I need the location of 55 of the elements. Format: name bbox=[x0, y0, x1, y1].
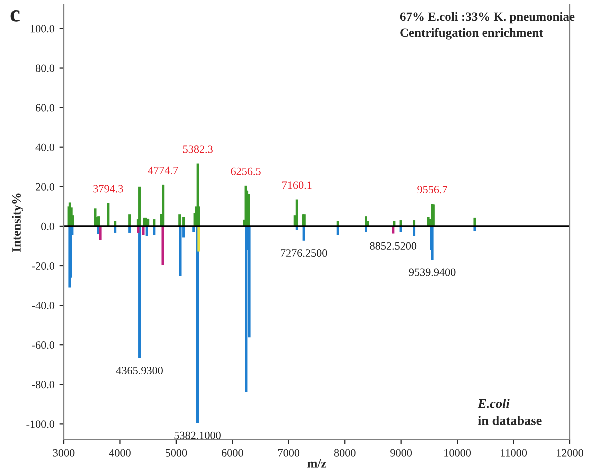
annotation: 9539.9400 bbox=[409, 268, 456, 276]
bar bbox=[431, 226, 434, 260]
y-tick-label: 20.0 bbox=[36, 183, 55, 191]
y-tick-label: -100.0 bbox=[26, 420, 55, 428]
bar bbox=[138, 186, 142, 226]
bar bbox=[128, 214, 132, 226]
bar bbox=[413, 226, 416, 236]
bar bbox=[198, 226, 200, 252]
y-tick-label: -20.0 bbox=[32, 262, 55, 270]
x-tick-label: 8000 bbox=[334, 449, 356, 457]
y-axis-title: Intensity% bbox=[12, 194, 24, 252]
y-tick-label: 80.0 bbox=[36, 64, 55, 72]
bar bbox=[162, 226, 164, 266]
bar bbox=[179, 226, 182, 276]
bar bbox=[138, 226, 142, 358]
y-tick-label: -80.0 bbox=[32, 381, 55, 389]
x-tick-label: 4000 bbox=[109, 449, 131, 457]
bar bbox=[99, 226, 102, 240]
x-tick-label: 11000 bbox=[501, 449, 528, 457]
y-tick-label: -60.0 bbox=[32, 342, 55, 350]
x-tick-label: 12000 bbox=[557, 449, 584, 457]
y-tick-label: -40.0 bbox=[32, 302, 55, 310]
y-tick-label: 0.0 bbox=[42, 222, 55, 230]
x-tick-label: 7000 bbox=[278, 449, 300, 457]
annotation: 5382.1000 bbox=[174, 432, 221, 440]
bar bbox=[178, 214, 182, 226]
annotation: 7276.2500 bbox=[281, 250, 328, 258]
bar bbox=[302, 226, 306, 241]
annotation: 9556.7 bbox=[418, 186, 448, 194]
annotation: 5382.3 bbox=[183, 146, 213, 154]
annotation: Centrifugation enrichment bbox=[400, 28, 544, 40]
bar bbox=[107, 203, 110, 226]
bar bbox=[196, 226, 200, 424]
bar bbox=[296, 200, 298, 226]
x-tick-label: 5000 bbox=[166, 449, 188, 457]
annotation: 7160.1 bbox=[282, 182, 312, 190]
annotation: 4365.9300 bbox=[116, 366, 163, 375]
text: c bbox=[10, 10, 20, 22]
annotation: E.coli bbox=[478, 399, 510, 408]
x-tick-label: 9000 bbox=[390, 449, 412, 457]
y-tick-label: 40.0 bbox=[36, 144, 55, 152]
bar bbox=[162, 184, 165, 226]
x-tick-label: 6000 bbox=[222, 449, 244, 457]
annotation: 3794.3 bbox=[94, 185, 124, 193]
x-tick-label: 10000 bbox=[444, 449, 472, 457]
y-tick-label: 60.0 bbox=[36, 104, 55, 112]
annotation: 4774.7 bbox=[148, 166, 178, 174]
bar bbox=[146, 226, 148, 236]
y-tick-label: 100.0 bbox=[30, 25, 55, 33]
x-tick-label: 3000 bbox=[53, 449, 75, 457]
x-axis-title: m/z bbox=[308, 460, 326, 468]
annotation: in database bbox=[478, 416, 542, 426]
annotation: 8852.5200 bbox=[370, 242, 417, 250]
bar bbox=[245, 226, 248, 392]
annotation: 6256.5 bbox=[231, 168, 261, 176]
